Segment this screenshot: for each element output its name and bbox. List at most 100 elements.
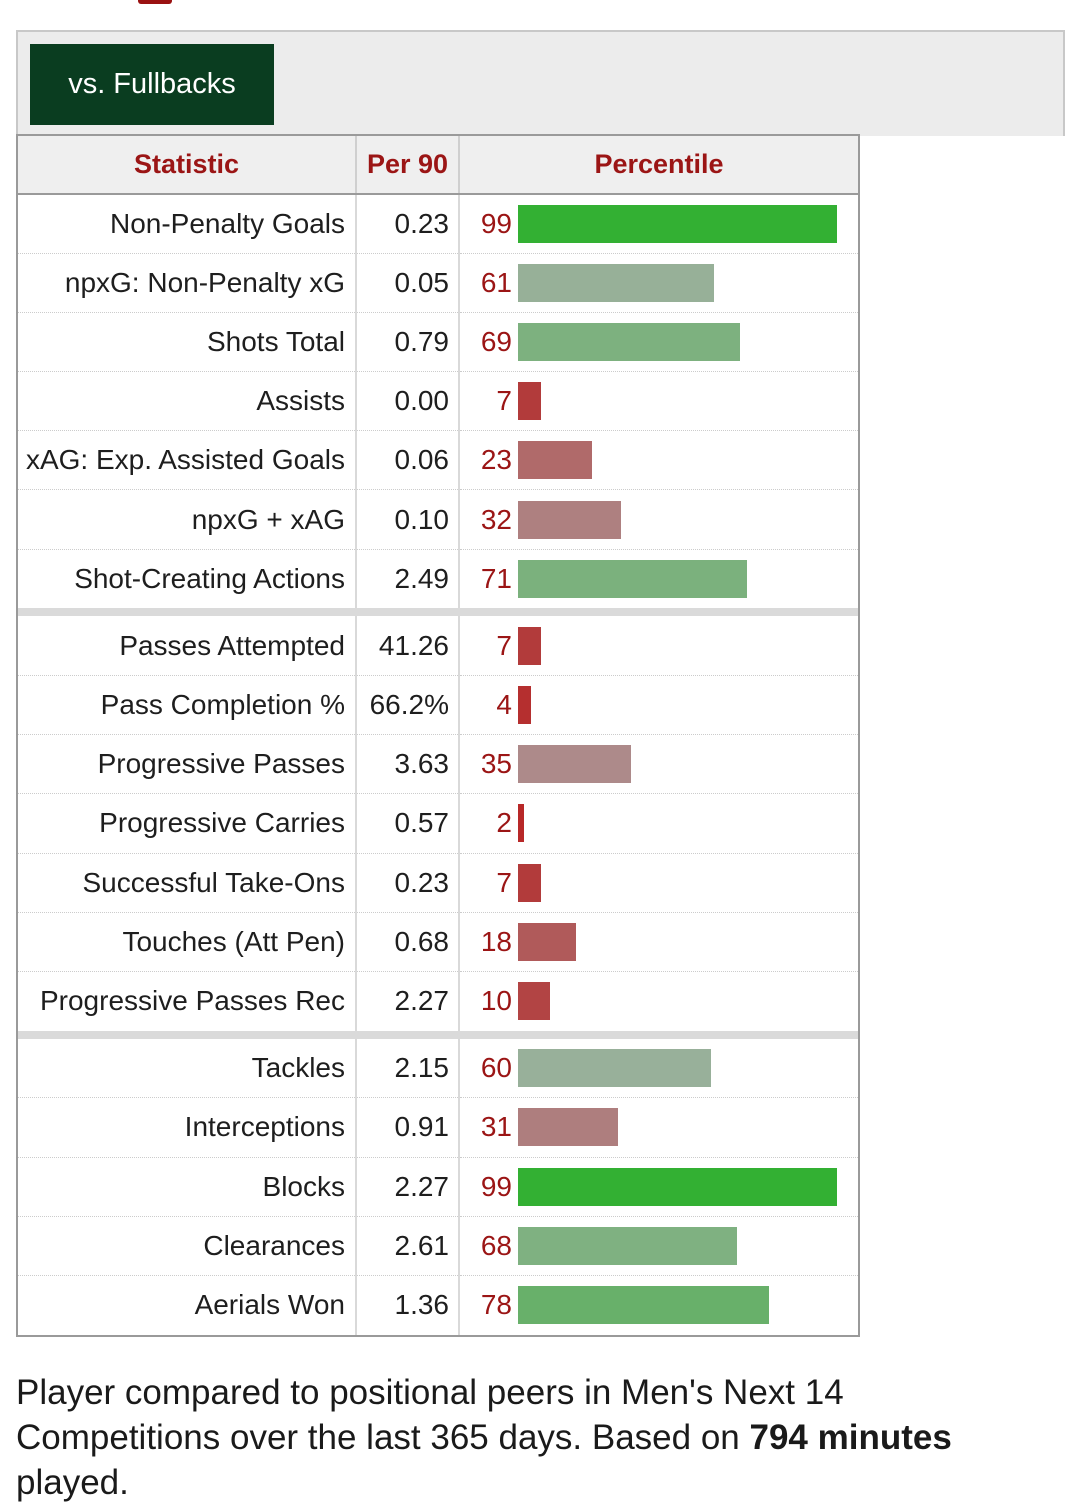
percentile-value: 78	[480, 1289, 512, 1321]
percentile-table-container: Statistic Per 90 Percentile Non-Penalty …	[16, 134, 860, 1337]
per90-value-cell: 0.57	[355, 793, 460, 854]
statistic-name-cell: Touches (Att Pen)	[18, 912, 356, 972]
table-header-row: Statistic Per 90 Percentile	[18, 136, 858, 195]
percentile-bar-track	[518, 263, 840, 302]
percentile-cell: 10	[459, 971, 858, 1030]
statistic-name-cell: xAG: Exp. Assisted Goals	[18, 430, 356, 491]
percentile-cell: 61	[459, 253, 858, 313]
percentile-cell: 32	[459, 489, 858, 550]
percentile-bar-track	[518, 863, 840, 902]
percentile-bar	[518, 863, 541, 902]
table-row: xAG: Exp. Assisted Goals 0.06 23	[18, 430, 858, 491]
statistic-name-cell: Progressive Carries	[18, 793, 356, 854]
percentile-value: 61	[480, 266, 512, 298]
statistic-name-cell: Progressive Passes Rec	[39, 985, 345, 1017]
percentile-wrapper: 4	[460, 676, 858, 734]
percentile-bar	[518, 1286, 770, 1325]
percentile-bar	[518, 263, 715, 302]
percentile-bar-track	[518, 204, 840, 243]
percentile-bar	[518, 1048, 712, 1087]
percentile-bar	[518, 922, 576, 961]
percentile-value: 7	[496, 629, 512, 661]
percentile-wrapper: 7	[460, 854, 858, 912]
percentile-wrapper: 69	[460, 313, 858, 371]
per90-value-cell: 0.00	[355, 371, 460, 432]
percentile-bar-track	[518, 1167, 840, 1206]
percentile-wrapper: 68	[460, 1217, 858, 1275]
footnote-text-after: played.	[16, 1463, 129, 1502]
statistic-name-cell: Clearances	[18, 1216, 356, 1276]
percentile-wrapper: 99	[460, 1158, 858, 1216]
group-separator-cell	[18, 1030, 858, 1039]
percentile-bar	[518, 441, 593, 480]
percentile-bar-track	[518, 500, 840, 539]
footnote-minutes: 794 minutes	[749, 1418, 952, 1457]
percentile-wrapper: 61	[460, 254, 858, 312]
per90-value-cell: 41.26	[355, 616, 460, 677]
percentile-wrapper: 31	[460, 1098, 858, 1156]
footnote-text-before: Player compared to positional peers in M…	[16, 1373, 844, 1457]
statistic-name-cell: Successful Take-Ons	[18, 853, 356, 913]
percentile-cell: 18	[459, 912, 858, 972]
percentile-cell: 99	[459, 1157, 858, 1217]
percentile-wrapper: 71	[460, 550, 858, 609]
percentile-cell: 71	[459, 549, 858, 608]
percentile-value: 31	[480, 1111, 512, 1143]
per90-value-cell: 2.27	[355, 1157, 460, 1217]
table-row: Shots Total 0.79 69	[18, 312, 858, 373]
percentile-wrapper: 18	[460, 913, 858, 971]
table-row: Passes Attempted 41.26 7	[18, 616, 858, 677]
statistic-name-cell: Progressive Passes	[18, 734, 356, 795]
per90-value-cell: 0.10	[355, 489, 460, 550]
statistic-column-header[interactable]: Statistic	[18, 136, 356, 195]
percentile-bar-track	[518, 804, 840, 843]
percentile-bar-track	[518, 982, 840, 1021]
percentile-bar-track	[518, 745, 840, 784]
percentile-bar-track	[518, 441, 840, 480]
table-row: Pass Completion % 66.2% 4	[18, 675, 858, 736]
percentile-cell: 68	[459, 1216, 858, 1276]
percentile-value: 23	[480, 444, 512, 476]
percentile-cell: 7	[459, 853, 858, 913]
table-body: Non-Penalty Goals 0.23 99 npxG: Non-Penalty…	[18, 194, 858, 1335]
percentile-bar-track	[518, 1108, 840, 1147]
per90-value-cell: 1.36	[355, 1275, 460, 1335]
percentile-value: 4	[496, 689, 512, 721]
percentile-bar-track	[518, 686, 840, 725]
table-row: Successful Take-Ons 0.23 7	[18, 853, 858, 913]
statistic-name-cell: Shots Total	[18, 312, 356, 373]
percentile-bar	[518, 382, 541, 421]
percentile-bar	[518, 686, 531, 725]
table-row: Assists 0.00 7	[18, 371, 858, 432]
percentile-bar-track	[518, 382, 840, 421]
statistic-name-cell: Pass Completion %	[18, 675, 356, 736]
percentile-cell: 60	[459, 1038, 858, 1099]
percentile-wrapper: 23	[460, 431, 858, 489]
group-separator	[18, 608, 858, 617]
group-separator	[18, 1030, 858, 1039]
fullbacks-comparison-tab[interactable]: vs. Fullbacks	[30, 44, 274, 125]
percentile-cell: 4	[459, 675, 858, 736]
statistic-name-cell: Non-Penalty Goals	[18, 194, 356, 254]
percentile-bar-track	[518, 626, 840, 665]
percentile-column-header[interactable]: Percentile	[459, 136, 858, 195]
percentile-cell: 78	[459, 1275, 858, 1334]
percentile-bar-track	[518, 1048, 840, 1087]
percentile-bar	[518, 322, 741, 361]
percentile-value: 69	[480, 325, 512, 357]
percentile-wrapper: 10	[460, 972, 858, 1031]
per90-value-cell: 0.91	[355, 1097, 460, 1158]
percentile-bar	[518, 804, 525, 843]
table-row: Progressive Passes 3.63 35	[18, 734, 858, 795]
per90-column-header[interactable]: Per 90	[355, 136, 460, 195]
percentile-bar	[518, 500, 622, 539]
statistic-name-cell: npxG: Non-Penalty xG	[18, 253, 356, 313]
per90-value-cell: 0.68	[355, 912, 460, 972]
per90-value-cell: 2.15	[355, 1038, 460, 1099]
percentile-bar-track	[518, 1286, 840, 1325]
per90-value-cell: 0.05	[355, 253, 460, 313]
table-row: Progressive Passes Rec 2.27 10	[18, 971, 858, 1031]
per90-value-cell: 0.79	[355, 312, 460, 373]
percentile-wrapper: 32	[460, 490, 858, 548]
